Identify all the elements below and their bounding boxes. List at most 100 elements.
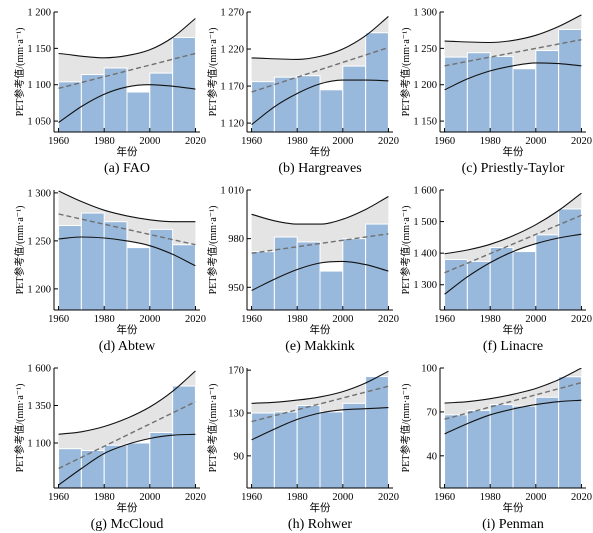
x-axis-label: 年份 [503, 501, 524, 514]
bar-3 [296, 75, 321, 132]
x-axis-label: 年份 [503, 145, 524, 158]
x-tick-label: 2020 [571, 314, 592, 325]
trend-line [444, 38, 582, 67]
bar-2 [466, 260, 491, 310]
panel-4: 1 200 1 250 1 300 1960 1980 2000 2020 年份 PET参考值/… [13, 188, 206, 354]
x-tick-label: 2000 [332, 136, 353, 147]
plot-area [444, 368, 582, 488]
lower-bound-line [58, 84, 196, 123]
y-tick-label: 1 200 [413, 80, 437, 91]
bar-5 [149, 72, 174, 132]
panel-9: 40 70 100 1960 1980 2000 2020 年份 PET参考值/(mm·a⁻¹)… [399, 364, 592, 533]
y-tick-label: 1 300 [413, 8, 437, 19]
bar-1 [58, 81, 82, 132]
x-tick-label: 2020 [185, 492, 206, 503]
panel-caption: (b) Hargreaves [278, 161, 361, 176]
x-tick-label: 1960 [241, 136, 262, 147]
x-axis-label: 年份 [503, 323, 524, 336]
x-tick-label: 1960 [241, 492, 262, 503]
plot-area [58, 190, 196, 310]
x-tick-label: 1980 [480, 314, 501, 325]
y-tick-label: 1 200 [27, 284, 51, 295]
panel-caption: (g) McCloud [91, 517, 164, 532]
bar-3 [296, 241, 321, 310]
x-tick-label: 2020 [571, 492, 592, 503]
bar-6 [558, 28, 582, 132]
y-tick-label: 100 [421, 364, 437, 375]
x-axis-label: 年份 [117, 145, 138, 158]
y-axis-label: PET参考值/(mm·a⁻¹) [399, 384, 412, 473]
bar-2 [466, 52, 491, 132]
x-axis-label: 年份 [310, 501, 331, 514]
x-tick-label: 2020 [185, 136, 206, 147]
y-tick-label: 90 [234, 451, 245, 462]
x-tick-label: 2000 [525, 136, 546, 147]
y-tick-label: 1 220 [220, 45, 244, 56]
x-tick-label: 2000 [525, 492, 546, 503]
x-tick-label: 1980 [287, 314, 308, 325]
y-tick-label: 1 350 [27, 401, 51, 412]
bar-5 [342, 238, 367, 310]
bar-1 [444, 414, 468, 488]
y-tick-label: 1 050 [27, 117, 51, 128]
lower-bound-line [444, 233, 582, 295]
bar-6 [172, 244, 196, 310]
bar-4 [319, 411, 344, 488]
x-axis-label: 年份 [310, 323, 331, 336]
upper-bound-line [444, 192, 582, 255]
x-tick-label: 1960 [48, 136, 69, 147]
bar-4 [512, 251, 537, 310]
bar-1 [444, 56, 468, 132]
bar-4 [126, 247, 151, 310]
x-tick-label: 1980 [94, 492, 115, 503]
y-tick-label: 1 300 [27, 188, 51, 199]
y-tick-label: 130 [228, 409, 244, 420]
y-tick-label: 170 [228, 366, 244, 377]
y-tick-label: 1 150 [413, 117, 437, 128]
upper-bound-line [251, 15, 389, 60]
y-tick-label: 1 250 [27, 236, 51, 247]
x-tick-label: 2020 [571, 136, 592, 147]
y-axis-label: PET参考值/(mm·a⁻¹) [13, 384, 26, 473]
x-tick-label: 2000 [139, 314, 160, 325]
x-tick-label: 2000 [139, 492, 160, 503]
bar-4 [512, 405, 537, 488]
lower-bound-line [251, 260, 389, 291]
x-tick-label: 1980 [94, 136, 115, 147]
lower-bound-line [58, 236, 196, 267]
panel-2: 1 120 1 170 1 220 1 270 1960 1980 2000 2020 年份 PE… [206, 8, 399, 177]
bar-5 [342, 65, 367, 132]
trend-line [444, 214, 582, 274]
y-tick-label: 70 [427, 407, 438, 418]
bar-6 [365, 376, 389, 488]
upper-bound-line [444, 368, 582, 404]
x-tick-label: 2000 [139, 136, 160, 147]
panel-caption: (i) Penman [482, 517, 544, 532]
y-axis-label: PET参考值/(mm·a⁻¹) [206, 28, 219, 117]
y-tick-label: 1 600 [27, 364, 51, 375]
panel-caption: (d) Abtew [99, 339, 156, 354]
x-tick-label: 2020 [378, 136, 399, 147]
y-tick-label: 1 270 [220, 8, 244, 19]
x-tick-label: 2020 [378, 492, 399, 503]
x-tick-label: 1980 [287, 136, 308, 147]
y-axis-label: PET参考值/(mm·a⁻¹) [13, 28, 26, 117]
bar-3 [489, 404, 514, 488]
panel-1: 1 050 1 100 1 150 1 200 1960 1980 2000 2020 年份 PE… [13, 8, 206, 177]
lower-bound-line [251, 407, 389, 441]
x-tick-label: 2000 [525, 314, 546, 325]
x-tick-label: 2020 [378, 314, 399, 325]
y-axis-label: PET参考值/(mm·a⁻¹) [206, 384, 219, 473]
plot-area [444, 14, 582, 132]
x-tick-label: 1980 [480, 492, 501, 503]
upper-bound-line [251, 196, 389, 225]
bar-6 [558, 376, 582, 488]
lower-bound-line [444, 62, 582, 91]
bar-2 [273, 411, 298, 488]
x-tick-label: 2020 [185, 314, 206, 325]
y-tick-label: 1 120 [220, 119, 244, 130]
bar-5 [149, 432, 174, 488]
bar-6 [172, 385, 196, 488]
lower-bound-line [444, 399, 582, 435]
